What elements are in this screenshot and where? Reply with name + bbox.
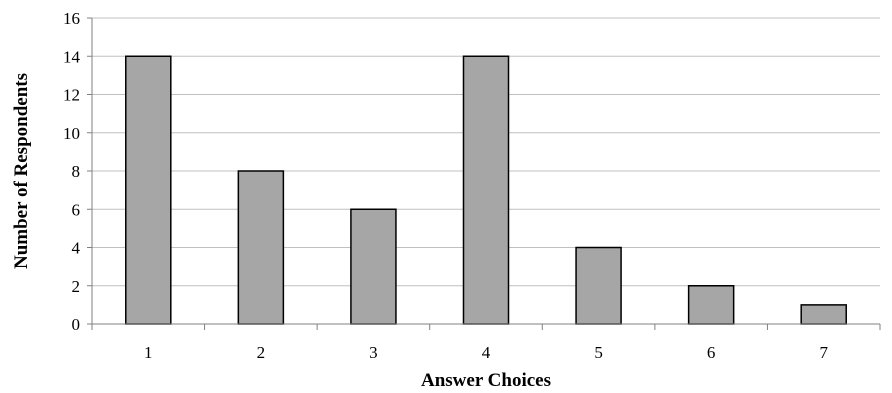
bars [125,55,847,325]
y-tick-labels: 0 2 4 6 8 10 12 14 16 [63,9,81,334]
y-tick-label: 4 [72,239,81,258]
bar-7 [800,304,847,325]
bar-4 [462,55,510,325]
y-tick-label: 8 [72,162,81,181]
axes [87,17,881,330]
y-tick-label: 16 [63,9,80,28]
x-tick-label: 5 [594,343,603,362]
x-tick-labels: 1 2 3 4 5 6 7 [144,343,828,362]
y-axis-title: Number of Respondents [11,73,32,269]
y-tick-label: 12 [63,86,80,105]
y-tick-label: 0 [72,315,81,334]
bar-1 [125,55,172,325]
x-tick-label: 3 [369,343,378,362]
x-tick-label: 6 [707,343,716,362]
bar-3 [350,208,397,325]
x-tick-label: 2 [257,343,266,362]
bar-2 [237,170,285,325]
x-tick-label: 4 [482,343,491,362]
bar-6 [687,285,735,325]
x-axis-title: Answer Choices [421,370,551,391]
y-tick-label: 2 [72,277,81,296]
x-tick-label: 7 [819,343,828,362]
y-tick-label: 14 [63,47,81,66]
y-tick-label: 6 [72,200,81,219]
bar-5 [575,246,622,325]
y-tick-label: 10 [63,124,80,143]
x-tick-label: 1 [144,343,153,362]
